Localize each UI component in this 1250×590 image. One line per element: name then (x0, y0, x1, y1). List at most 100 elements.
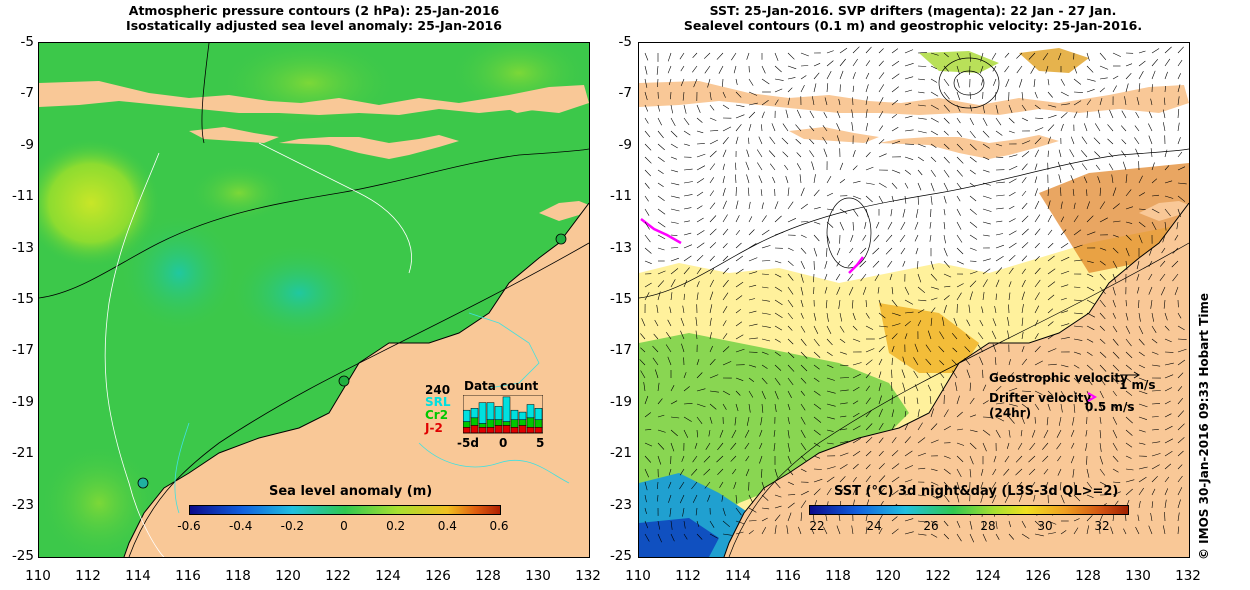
velocity-vector (787, 247, 794, 251)
velocity-vector (696, 178, 705, 184)
velocity-vector (852, 165, 858, 171)
velocity-vector (982, 117, 988, 127)
velocity-vector (930, 78, 938, 83)
velocity-vector (1148, 273, 1153, 281)
velocity-vector (982, 400, 989, 405)
velocity-vector (891, 381, 893, 392)
velocity-vector (709, 215, 717, 223)
velocity-vector (748, 111, 756, 119)
velocity-vector (735, 255, 744, 262)
velocity-vector (1006, 442, 1010, 449)
velocity-vector (981, 306, 984, 314)
velocity-vector (761, 65, 766, 74)
velocity-vector (872, 260, 880, 268)
velocity-vector (1086, 525, 1089, 535)
velocity-vector (951, 359, 958, 366)
velocity-vector (644, 395, 649, 405)
velocity-vector (1177, 59, 1183, 67)
velocity-vector (748, 257, 758, 262)
velocity-vector (719, 429, 724, 438)
velocity-vector (665, 344, 672, 353)
velocity-vector (748, 229, 755, 236)
velocity-vector (902, 260, 906, 267)
velocity-vector (761, 507, 770, 510)
velocity-vector (722, 176, 725, 184)
velocity-vector (683, 533, 688, 540)
velocity-vector (761, 517, 768, 522)
velocity-vector (690, 468, 698, 476)
velocity-vector (1034, 242, 1040, 249)
sea-level-anomaly-map[interactable]: 240 SRL Cr2 J-2 Data count -5d 0 5 Sea l… (38, 42, 590, 558)
velocity-vector (900, 247, 906, 255)
velocity-vector (1164, 425, 1173, 431)
velocity-vector (1151, 475, 1158, 483)
data-count-bar-red (502, 425, 511, 434)
velocity-vector (904, 436, 911, 444)
velocity-vector (1047, 348, 1057, 353)
velocity-vector (1070, 136, 1075, 145)
velocity-vector (643, 382, 646, 392)
velocity-vector (1086, 65, 1094, 73)
velocity-vector (826, 338, 833, 346)
velocity-vector (943, 247, 948, 257)
velocity-vector (1073, 518, 1080, 522)
velocity-vector (969, 208, 977, 215)
velocity-vector (1072, 416, 1075, 426)
velocity-vector (1164, 195, 1174, 199)
velocity-vector (787, 312, 794, 320)
velocity-vector (787, 494, 796, 496)
velocity-vector (746, 149, 750, 158)
velocity-vector (670, 169, 678, 173)
velocity-vector (1150, 98, 1153, 106)
velocity-vector (1042, 442, 1049, 450)
velocity-vector (943, 260, 950, 268)
velocity-vector (735, 390, 741, 396)
velocity-vector (1034, 279, 1041, 288)
velocity-vector (1086, 111, 1088, 119)
right-cb-tick-4: 30 (1037, 519, 1053, 533)
velocity-vector (644, 65, 648, 75)
velocity-vector (823, 148, 828, 158)
velocity-vector (1073, 338, 1083, 341)
velocity-vector (1177, 386, 1183, 392)
velocity-vector (940, 383, 945, 392)
velocity-vector (1021, 91, 1024, 101)
velocity-vector (1034, 533, 1044, 537)
velocity-vector (670, 182, 680, 186)
data-count-axis-end: 5 (536, 436, 545, 450)
velocity-vector (747, 187, 750, 197)
velocity-vector (1163, 122, 1166, 132)
velocity-vector (930, 260, 934, 270)
velocity-vector (683, 168, 693, 171)
velocity-vector (1151, 178, 1158, 184)
velocity-vector (1021, 317, 1024, 327)
sst-map[interactable]: Geostrophic velocity 1 m/s Drifter veloc… (638, 42, 1190, 558)
velocity-vector (657, 270, 666, 275)
data-count-bar-cyan (470, 408, 479, 419)
velocity-vector (746, 174, 750, 184)
velocity-vector (995, 130, 1003, 136)
velocity-vector (979, 356, 984, 366)
velocity-vector (1072, 468, 1075, 478)
velocity-vector (1125, 325, 1131, 334)
velocity-vector (927, 330, 932, 340)
velocity-vector (670, 520, 673, 530)
velocity-vector (696, 217, 704, 223)
velocity-vector (683, 181, 693, 184)
velocity-vector (917, 195, 919, 205)
velocity-vector (1112, 273, 1117, 283)
velocity-vector (773, 442, 776, 452)
velocity-vector (800, 468, 807, 472)
velocity-vector (917, 260, 919, 269)
velocity-vector (1073, 286, 1081, 288)
data-count-inset: 240 SRL Cr2 J-2 Data count -5d 0 5 (422, 379, 552, 450)
velocity-vector (774, 312, 783, 318)
velocity-vector (744, 429, 750, 438)
velocity-vector (1042, 455, 1049, 462)
velocity-vector (982, 169, 990, 173)
data-count-bar-green (526, 417, 535, 428)
velocity-vector (943, 273, 952, 278)
velocity-vector (825, 514, 828, 522)
velocity-vector (969, 455, 974, 465)
velocity-vector (717, 468, 724, 476)
